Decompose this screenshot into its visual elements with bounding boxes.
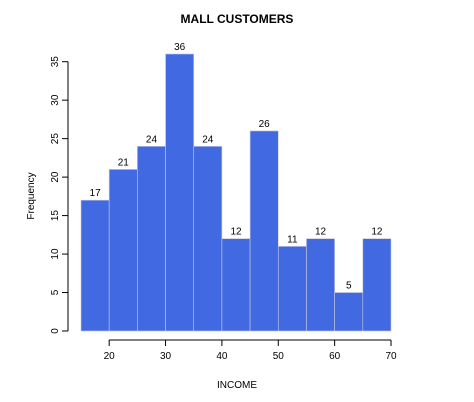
y-tick-label: 35 [50, 56, 61, 68]
histogram-bar [137, 146, 166, 332]
y-tick-label: 25 [50, 133, 61, 145]
bar-value-label: 12 [371, 227, 383, 238]
x-tick-label: 30 [160, 351, 172, 362]
y-tick-label: 5 [50, 289, 61, 295]
y-tick-label: 15 [50, 210, 61, 222]
x-axis-label: INCOME [217, 380, 257, 391]
histogram-bar [277, 246, 307, 332]
bar-value-label: 12 [315, 227, 327, 238]
y-axis-label: Frequency [26, 172, 37, 219]
bar-value-label: 21 [118, 157, 130, 168]
chart-title: MALL CUSTOMERS [181, 12, 294, 26]
bar-value-label: 24 [202, 134, 214, 145]
data-labels-group: 17 21 24 36 24 12 26 11 12 5 12 [90, 42, 383, 292]
histogram-bar [221, 238, 251, 332]
y-tick-label: 10 [50, 248, 61, 260]
histogram-bar [249, 130, 279, 332]
histogram-bar [165, 53, 195, 332]
y-tick-label: 20 [50, 171, 61, 183]
x-tick-label: 60 [329, 351, 341, 362]
x-tick-label: 50 [273, 351, 285, 362]
histogram-bar [80, 199, 110, 332]
histogram-bar [362, 238, 392, 332]
x-tick-label: 70 [385, 351, 397, 362]
histogram-bar [193, 146, 223, 332]
y-axis: 0 5 10 15 20 25 30 35 [50, 56, 69, 334]
y-tick-label: 30 [50, 94, 61, 106]
x-tick-label: 40 [216, 351, 228, 362]
bar-value-label: 5 [346, 281, 352, 292]
bar-value-label: 11 [287, 234, 298, 245]
bar-value-label: 26 [259, 119, 271, 130]
bar-value-label: 24 [146, 134, 158, 145]
bar-value-label: 12 [230, 227, 242, 238]
y-tick-label: 0 [50, 328, 61, 334]
bars-group [80, 53, 392, 332]
histogram-bar [306, 238, 335, 332]
x-tick-label: 20 [104, 351, 116, 362]
histogram-bar [108, 169, 138, 332]
histogram-bar [334, 292, 364, 332]
x-axis: 20 30 40 50 60 70 [104, 339, 397, 362]
bar-value-label: 36 [174, 42, 186, 53]
bar-value-label: 17 [90, 188, 102, 199]
